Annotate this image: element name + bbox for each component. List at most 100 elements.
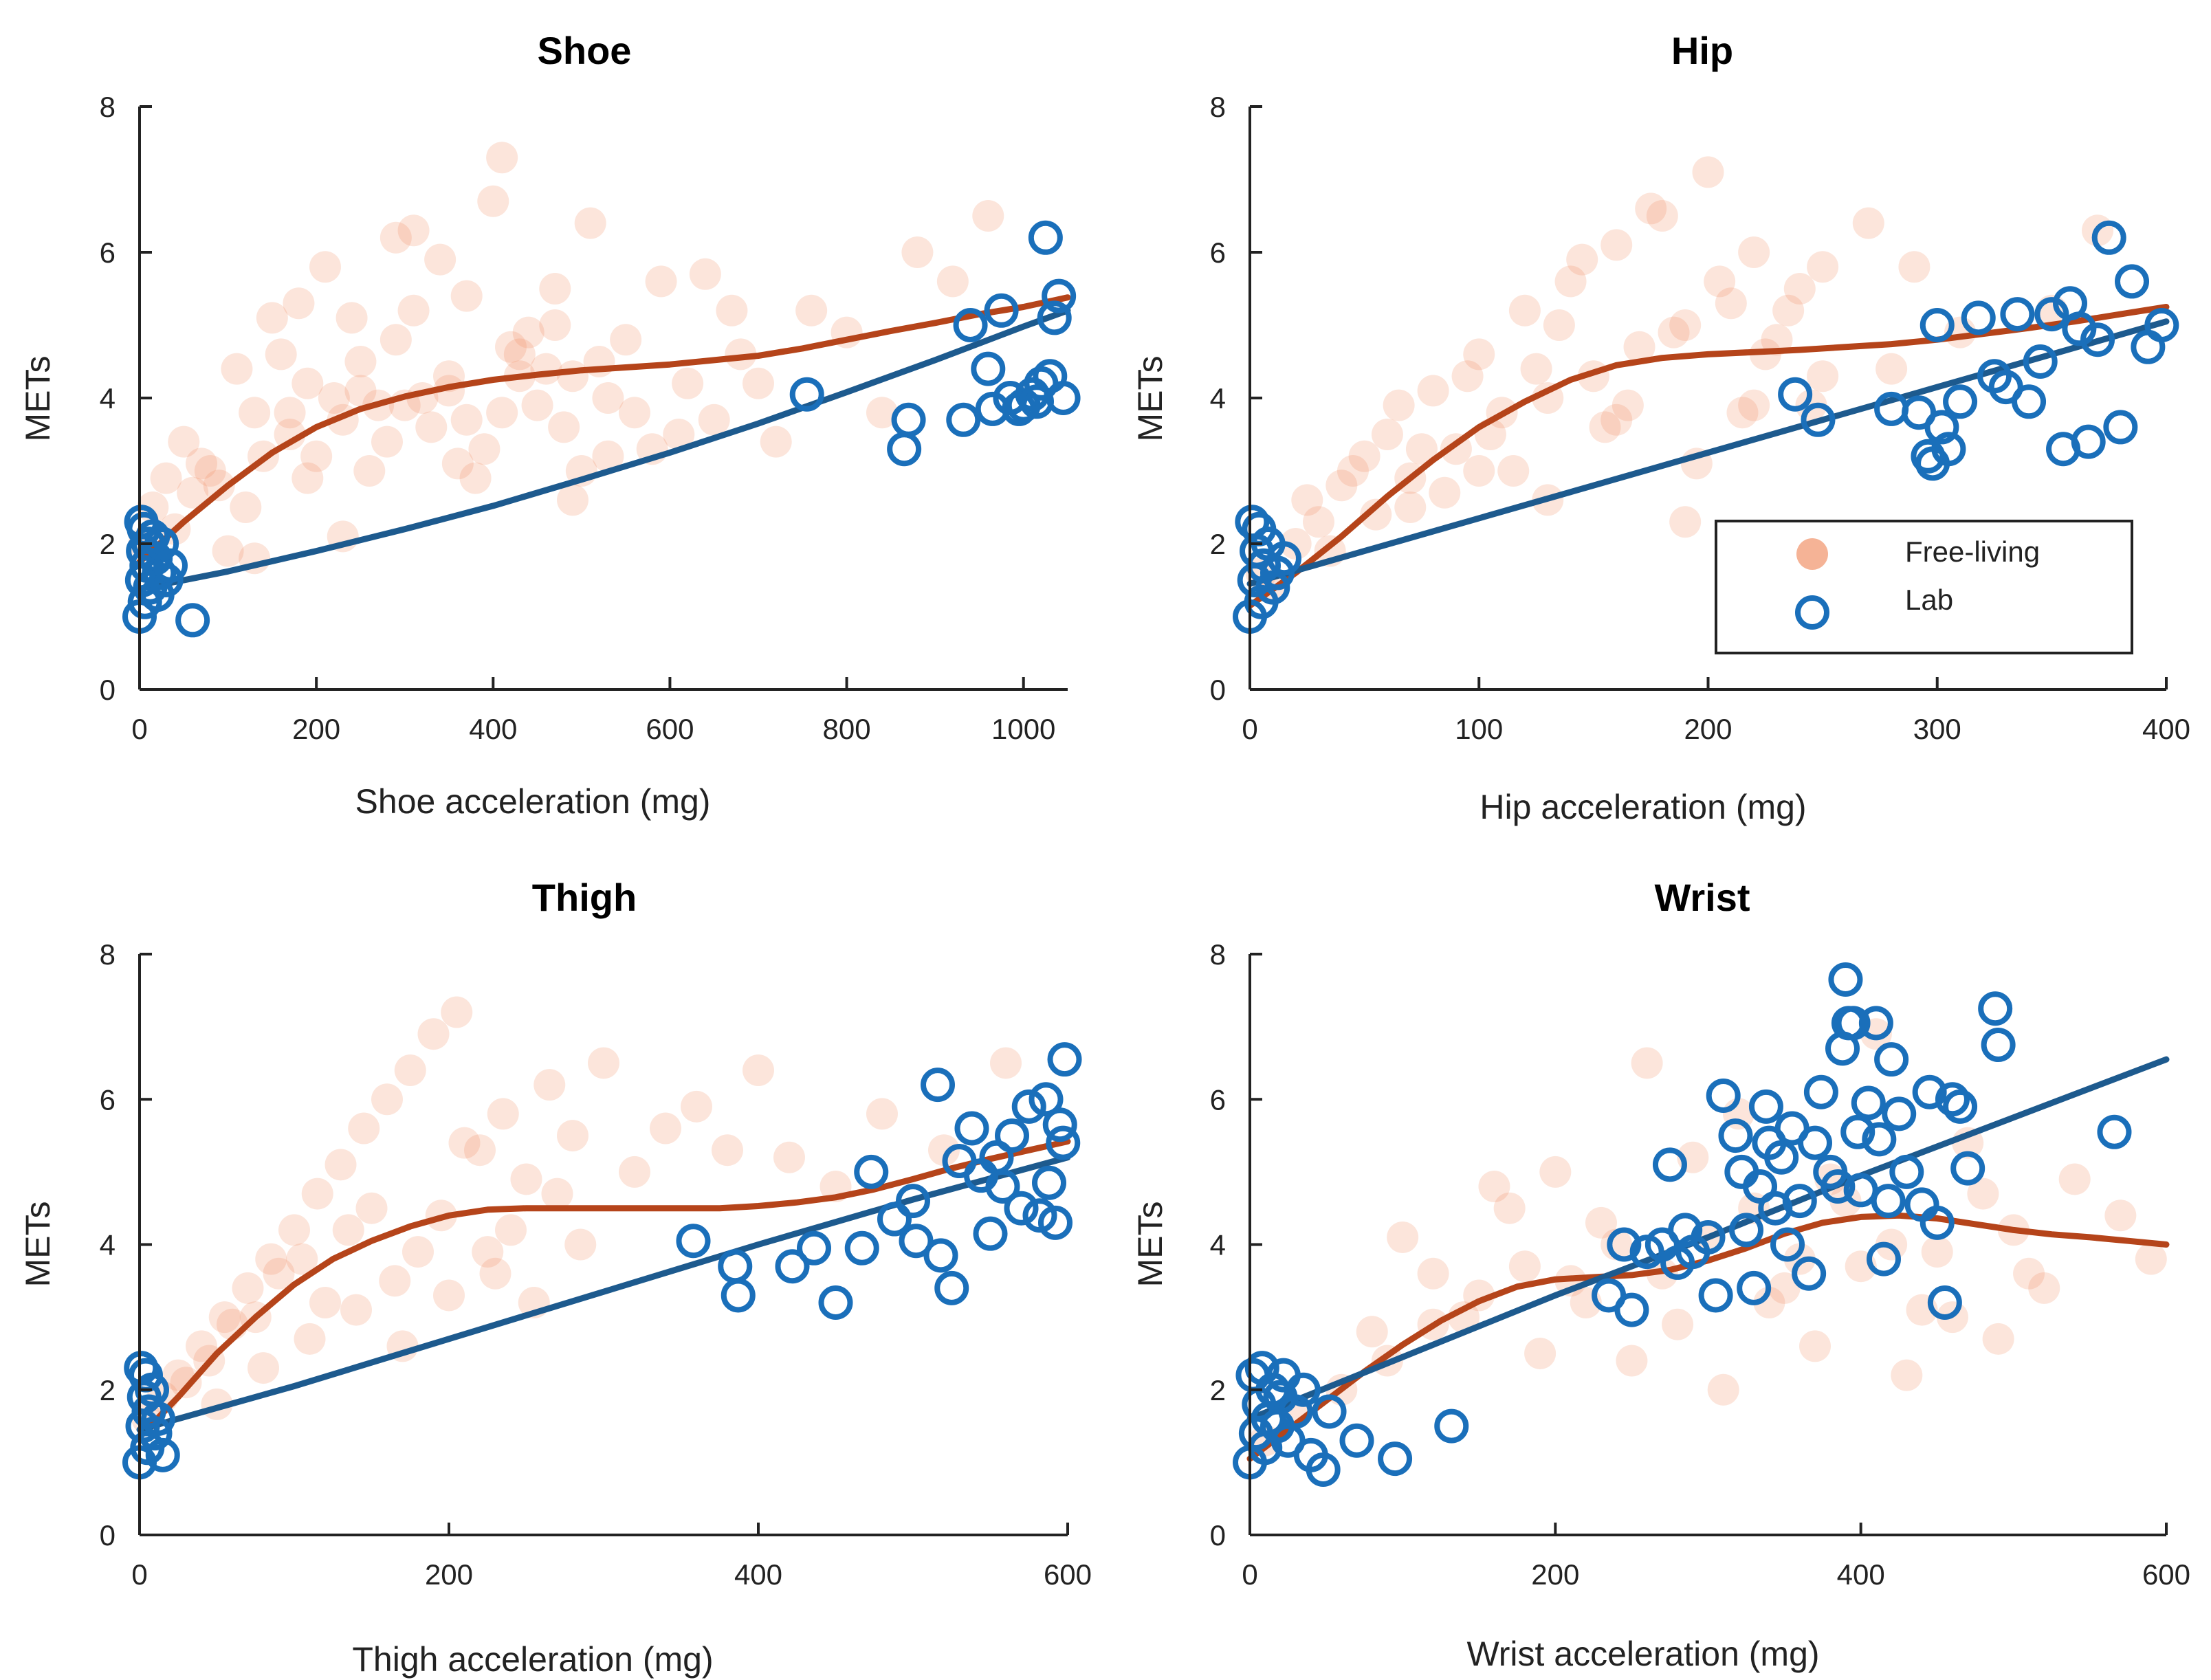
free-living-point xyxy=(1371,419,1403,450)
free-living-point xyxy=(294,1323,326,1355)
lab-point xyxy=(1255,570,1290,605)
y-tick-label: 8 xyxy=(100,91,116,123)
y-tick-label: 8 xyxy=(1210,91,1226,123)
free-living-point xyxy=(168,425,200,458)
x-tick-label: 0 xyxy=(131,1558,147,1591)
legend-box xyxy=(1715,520,2133,654)
x-axis-label: Thigh acceleration (mg) xyxy=(352,1640,713,1679)
lab-point xyxy=(1698,1278,1733,1313)
free-living-point xyxy=(450,280,483,312)
lab-point xyxy=(1706,1078,1741,1113)
free-living-point xyxy=(464,1134,496,1167)
free-living-point xyxy=(1543,309,1575,341)
lab-point xyxy=(854,1154,889,1189)
free-living-point xyxy=(1662,1308,1694,1340)
lab-point xyxy=(1920,308,1955,342)
free-living-point xyxy=(1463,338,1495,371)
lab-point xyxy=(1770,1227,1805,1262)
points-layer xyxy=(1233,962,2170,1487)
free-living-point xyxy=(1600,1228,1633,1261)
x-tick-label: 300 xyxy=(1913,713,1961,745)
free-living-point xyxy=(2135,1243,2167,1275)
y-tick-label: 0 xyxy=(1210,674,1226,706)
free-living-point xyxy=(239,397,271,429)
lab-point xyxy=(720,1278,756,1313)
lab-point xyxy=(1927,1285,1962,1320)
free-living-point xyxy=(208,1301,241,1334)
y-tick-label: 6 xyxy=(1210,1083,1226,1116)
lab-fit-line xyxy=(136,307,1071,593)
lab-point xyxy=(797,1230,831,1265)
free-living-point xyxy=(1478,1171,1510,1202)
free-living-point xyxy=(415,411,448,443)
x-tick-label: 0 xyxy=(1242,713,1257,745)
lab-point xyxy=(1614,1292,1649,1327)
lab-point xyxy=(899,1224,934,1259)
free-living-point xyxy=(1898,251,1930,283)
free-living-point xyxy=(479,1257,512,1290)
x-tick-label: 400 xyxy=(734,1558,782,1591)
lab-point xyxy=(1943,384,1978,419)
lab-point xyxy=(1729,1213,1764,1248)
free-living-point xyxy=(292,462,324,494)
free-living-point xyxy=(1448,1301,1480,1334)
lab-point xyxy=(1032,1165,1066,1200)
lab-point xyxy=(1978,991,2013,1026)
free-living-point xyxy=(1493,1192,1526,1224)
y-tick-label: 4 xyxy=(100,1229,116,1261)
y-tick-label: 2 xyxy=(100,528,116,560)
free-living-point xyxy=(1497,455,1530,487)
lab-point xyxy=(1858,1006,1893,1041)
free-living-point xyxy=(1646,200,1678,232)
free-living-point xyxy=(344,375,377,407)
lab-point xyxy=(2012,384,2047,419)
free-living-point xyxy=(1704,265,1736,298)
lab-point xyxy=(148,563,184,597)
lab-point xyxy=(1286,1372,1321,1407)
free-living-point xyxy=(1715,287,1747,320)
lab-point xyxy=(2000,297,2035,332)
free-living-point xyxy=(557,360,588,393)
y-axis-label: METs xyxy=(19,1202,57,1287)
lab-point xyxy=(1046,381,1081,415)
free-living-point xyxy=(1348,440,1380,472)
lab-point xyxy=(2023,344,2058,379)
y-tick-label: 6 xyxy=(100,236,116,269)
ticks-layer: 0 2 4 6 8 0 200 400 600 800 1000 xyxy=(100,91,1068,745)
x-tick-label: 800 xyxy=(823,713,871,745)
free-living-point xyxy=(2058,1163,2091,1195)
free-living-point xyxy=(795,294,828,327)
free-living-point xyxy=(1417,1257,1449,1290)
x-tick-label: 400 xyxy=(2142,713,2190,745)
lab-point xyxy=(145,1437,180,1472)
free-living-point xyxy=(539,273,571,305)
x-tick-label: 1000 xyxy=(991,713,1055,745)
lab-point xyxy=(1871,1184,1906,1219)
y-tick-label: 0 xyxy=(100,674,116,706)
lab-point xyxy=(1607,1227,1642,1262)
free-living-point xyxy=(450,404,483,436)
lab-point xyxy=(844,1230,879,1265)
free-living-point xyxy=(1707,1373,1739,1406)
free-living-point xyxy=(928,1134,960,1167)
free-living-point xyxy=(610,324,642,356)
free-living-point xyxy=(1387,1221,1419,1253)
free-living-point xyxy=(510,1163,542,1195)
free-living-point xyxy=(681,1090,712,1123)
y-tick-label: 4 xyxy=(1210,382,1226,415)
free-living-point xyxy=(672,367,704,399)
lab-point xyxy=(1803,1074,1838,1109)
lab-point xyxy=(923,1238,958,1273)
lab-point xyxy=(1912,1074,1947,1109)
free-living-point xyxy=(1658,316,1690,349)
lab-point xyxy=(141,1402,175,1436)
lab-point xyxy=(676,1224,711,1259)
free-living-point xyxy=(1612,389,1644,421)
free-living-point xyxy=(324,1149,357,1181)
free-living-point xyxy=(448,1127,481,1159)
free-living-point xyxy=(1524,1337,1556,1369)
lab-point xyxy=(995,1118,1029,1153)
free-living-point xyxy=(712,1134,743,1167)
lab-point xyxy=(1874,1042,1909,1077)
free-living-point xyxy=(557,1120,588,1152)
